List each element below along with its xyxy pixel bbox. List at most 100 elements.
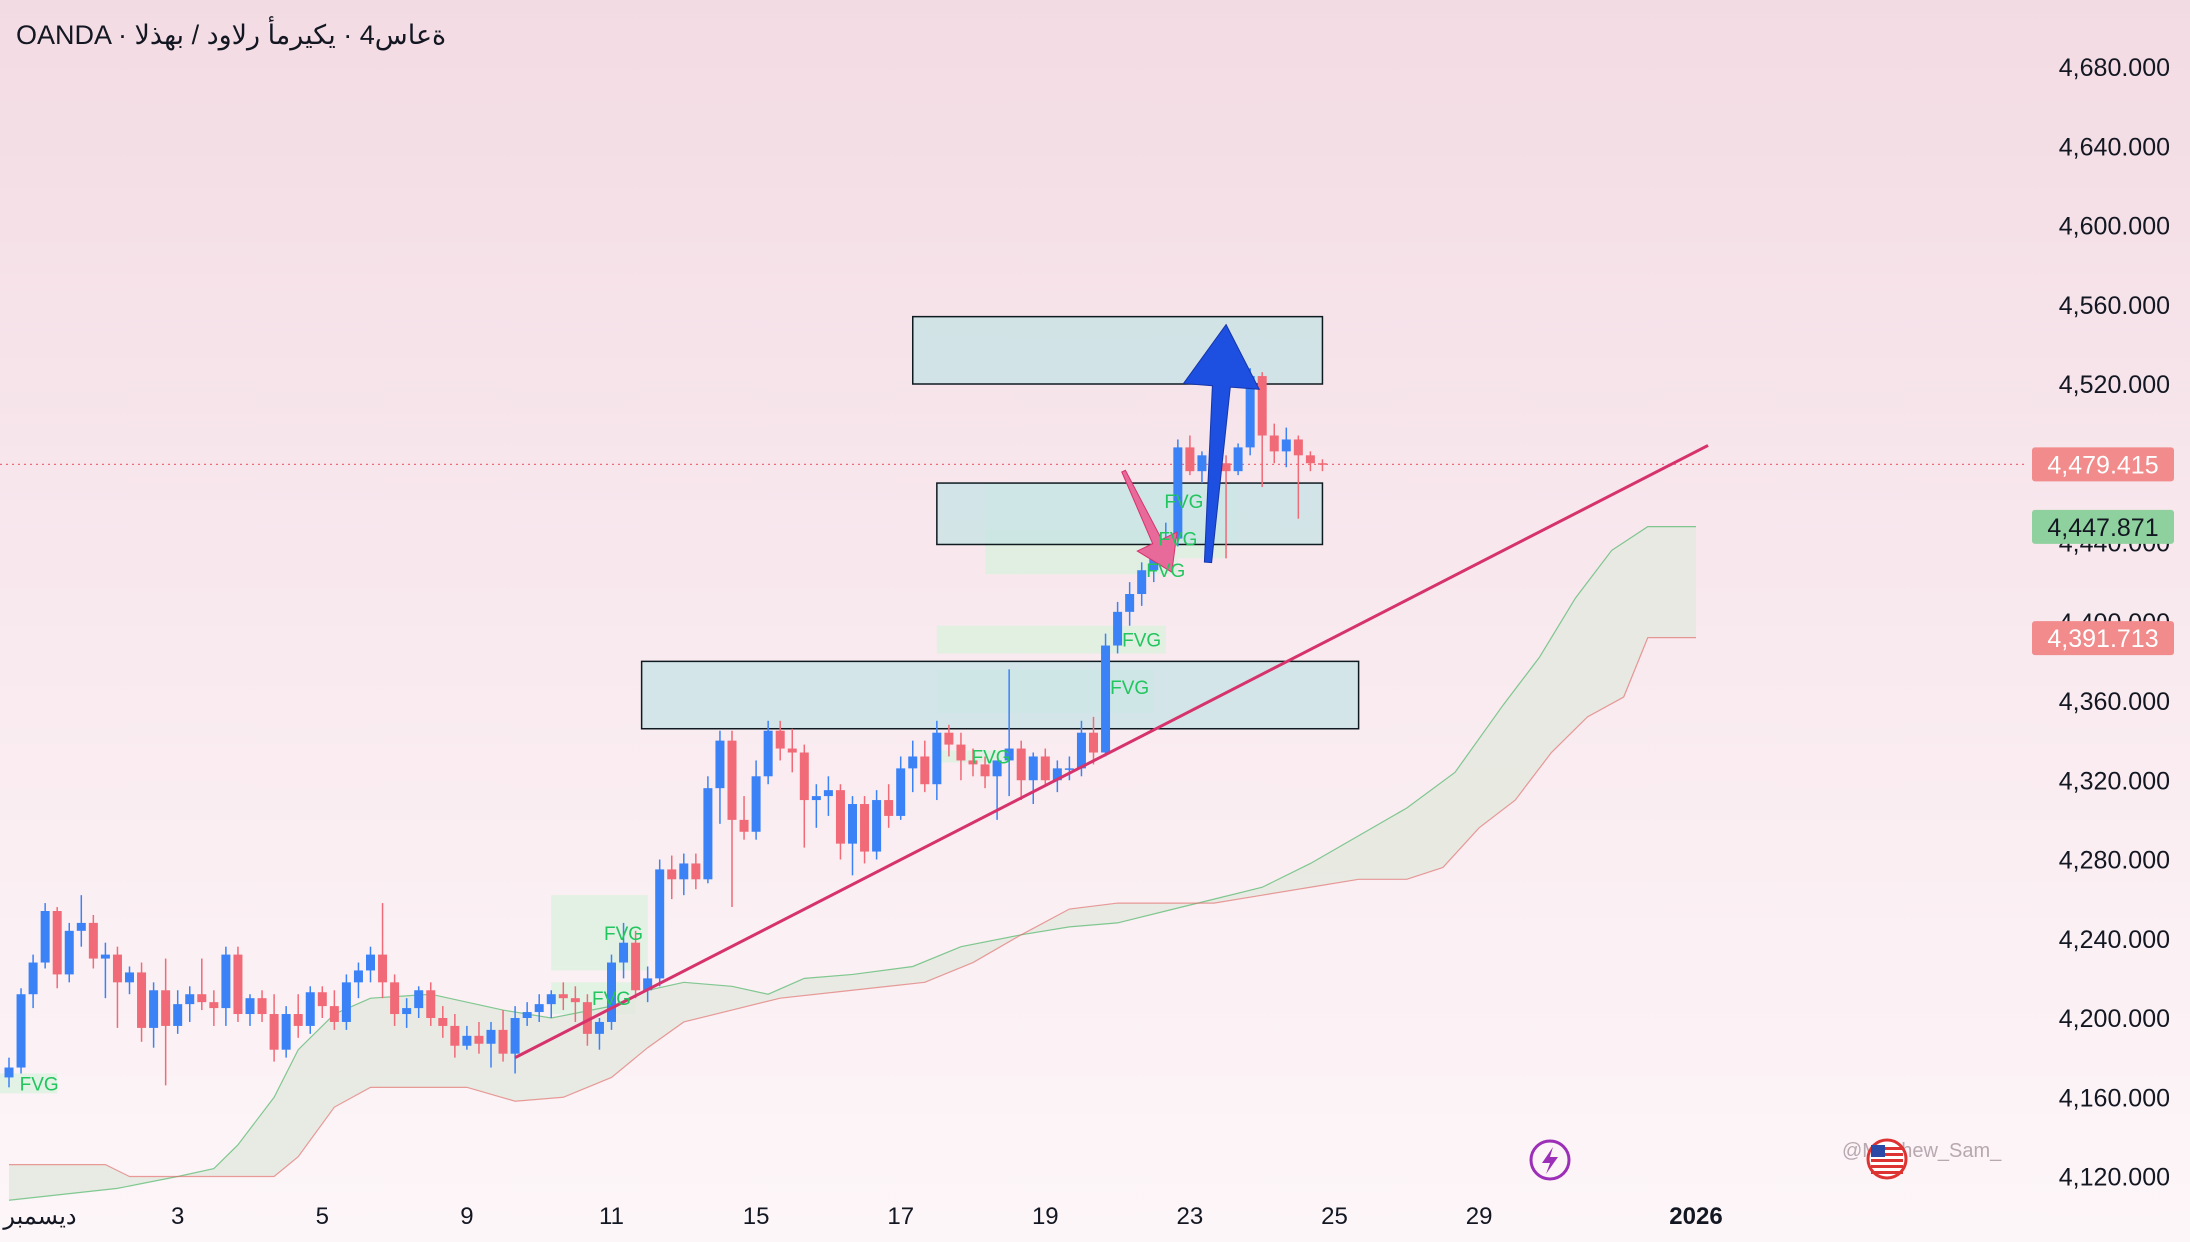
candle-body	[221, 954, 231, 1009]
candle-body	[1064, 768, 1074, 770]
candle-body	[643, 978, 653, 991]
candle-body	[835, 790, 845, 844]
fvg-label: FVG	[1122, 631, 1161, 652]
candle	[4, 1057, 14, 1088]
candle-body	[775, 730, 785, 749]
candle-body	[366, 954, 375, 971]
candle	[920, 740, 930, 793]
candle	[1293, 435, 1303, 519]
candle-body	[860, 804, 870, 852]
y-tick-label: 4,640.000	[2059, 133, 2170, 161]
candle	[426, 982, 436, 1026]
candle	[52, 907, 62, 989]
candle	[1233, 443, 1243, 476]
candle	[378, 903, 388, 999]
candle-body	[691, 863, 701, 880]
candle	[341, 974, 351, 1030]
candle	[88, 914, 98, 969]
y-tick-label: 4,120.000	[2059, 1164, 2170, 1192]
candle-body	[462, 1035, 472, 1046]
candle	[353, 962, 363, 999]
candle	[76, 895, 86, 947]
x-tick-label: 9	[460, 1203, 473, 1230]
candle-body	[185, 994, 195, 1005]
candle	[1173, 439, 1183, 547]
candle	[956, 732, 966, 781]
candle	[848, 796, 857, 876]
candle-body	[534, 1004, 544, 1013]
candle-body	[582, 1002, 592, 1034]
candle	[269, 994, 279, 1062]
candle	[197, 958, 207, 1011]
fvg-label: FVG	[1110, 678, 1149, 699]
trendline-layer	[514, 444, 1709, 1059]
candle-body	[872, 800, 882, 852]
candle-body	[799, 752, 809, 801]
candle-body	[64, 930, 74, 975]
candle	[450, 1014, 460, 1058]
candle-body	[1305, 455, 1315, 464]
candle	[209, 990, 219, 1026]
flag-stripe	[1871, 1159, 1903, 1162]
y-tick-label: 4,360.000	[2059, 688, 2170, 716]
candle	[173, 990, 183, 1034]
fvg-label: FVG	[1158, 530, 1197, 551]
candle-body	[378, 954, 388, 983]
candle-body	[679, 863, 689, 880]
candle	[980, 756, 990, 789]
candle	[775, 720, 785, 761]
candle-body	[1125, 594, 1135, 612]
x-tick-label: 25	[1321, 1203, 1348, 1230]
candle	[1052, 760, 1062, 793]
candle	[1113, 601, 1123, 654]
x-tick-label: ديسمبر	[2, 1203, 76, 1230]
candle	[221, 946, 231, 1026]
candle-body	[944, 732, 954, 745]
flag-stripe	[1871, 1153, 1903, 1156]
candle-body	[968, 760, 978, 765]
x-tick-label: 3	[171, 1203, 184, 1230]
fvg-box	[0, 1073, 58, 1094]
fvg-label: FVG	[1164, 492, 1203, 513]
arrow-layer	[1121, 323, 1261, 574]
candle	[691, 853, 701, 890]
candle-body	[1269, 435, 1279, 452]
candle	[1016, 740, 1026, 801]
candle	[655, 859, 665, 987]
candle-body	[908, 756, 918, 769]
candle-body	[1016, 748, 1026, 781]
y-tick-label: 4,240.000	[2059, 926, 2170, 954]
candle	[257, 990, 267, 1022]
candle-body	[631, 942, 641, 991]
candle-body	[546, 994, 556, 1005]
candle	[1004, 669, 1014, 797]
candle	[739, 796, 749, 840]
candle	[534, 994, 544, 1022]
candle	[486, 1021, 496, 1068]
candle	[679, 853, 689, 896]
candle	[185, 986, 195, 1022]
x-tick-label: 23	[1177, 1203, 1204, 1230]
candle	[1028, 752, 1038, 805]
candle-body	[1101, 645, 1111, 753]
watermark: @Matthew_Sam_	[1842, 1140, 2002, 1162]
candle	[715, 730, 725, 824]
price-label: 4,391.713	[2032, 621, 2174, 656]
supply-demand-zone	[936, 482, 1324, 546]
candle	[944, 724, 954, 757]
candle-body	[992, 760, 1002, 777]
price-label-text: 4,479.415	[2047, 451, 2158, 479]
candle	[1269, 423, 1279, 464]
candle	[414, 986, 424, 1018]
candle	[1281, 427, 1291, 468]
candle	[619, 922, 629, 979]
candle-body	[1173, 447, 1183, 539]
up-arrow	[1182, 323, 1261, 564]
candle	[1257, 372, 1267, 488]
candle-body	[112, 954, 122, 983]
candle	[1064, 756, 1074, 781]
candle-body	[667, 869, 677, 880]
price-label-bg	[2032, 621, 2174, 656]
candle-body	[787, 748, 797, 753]
